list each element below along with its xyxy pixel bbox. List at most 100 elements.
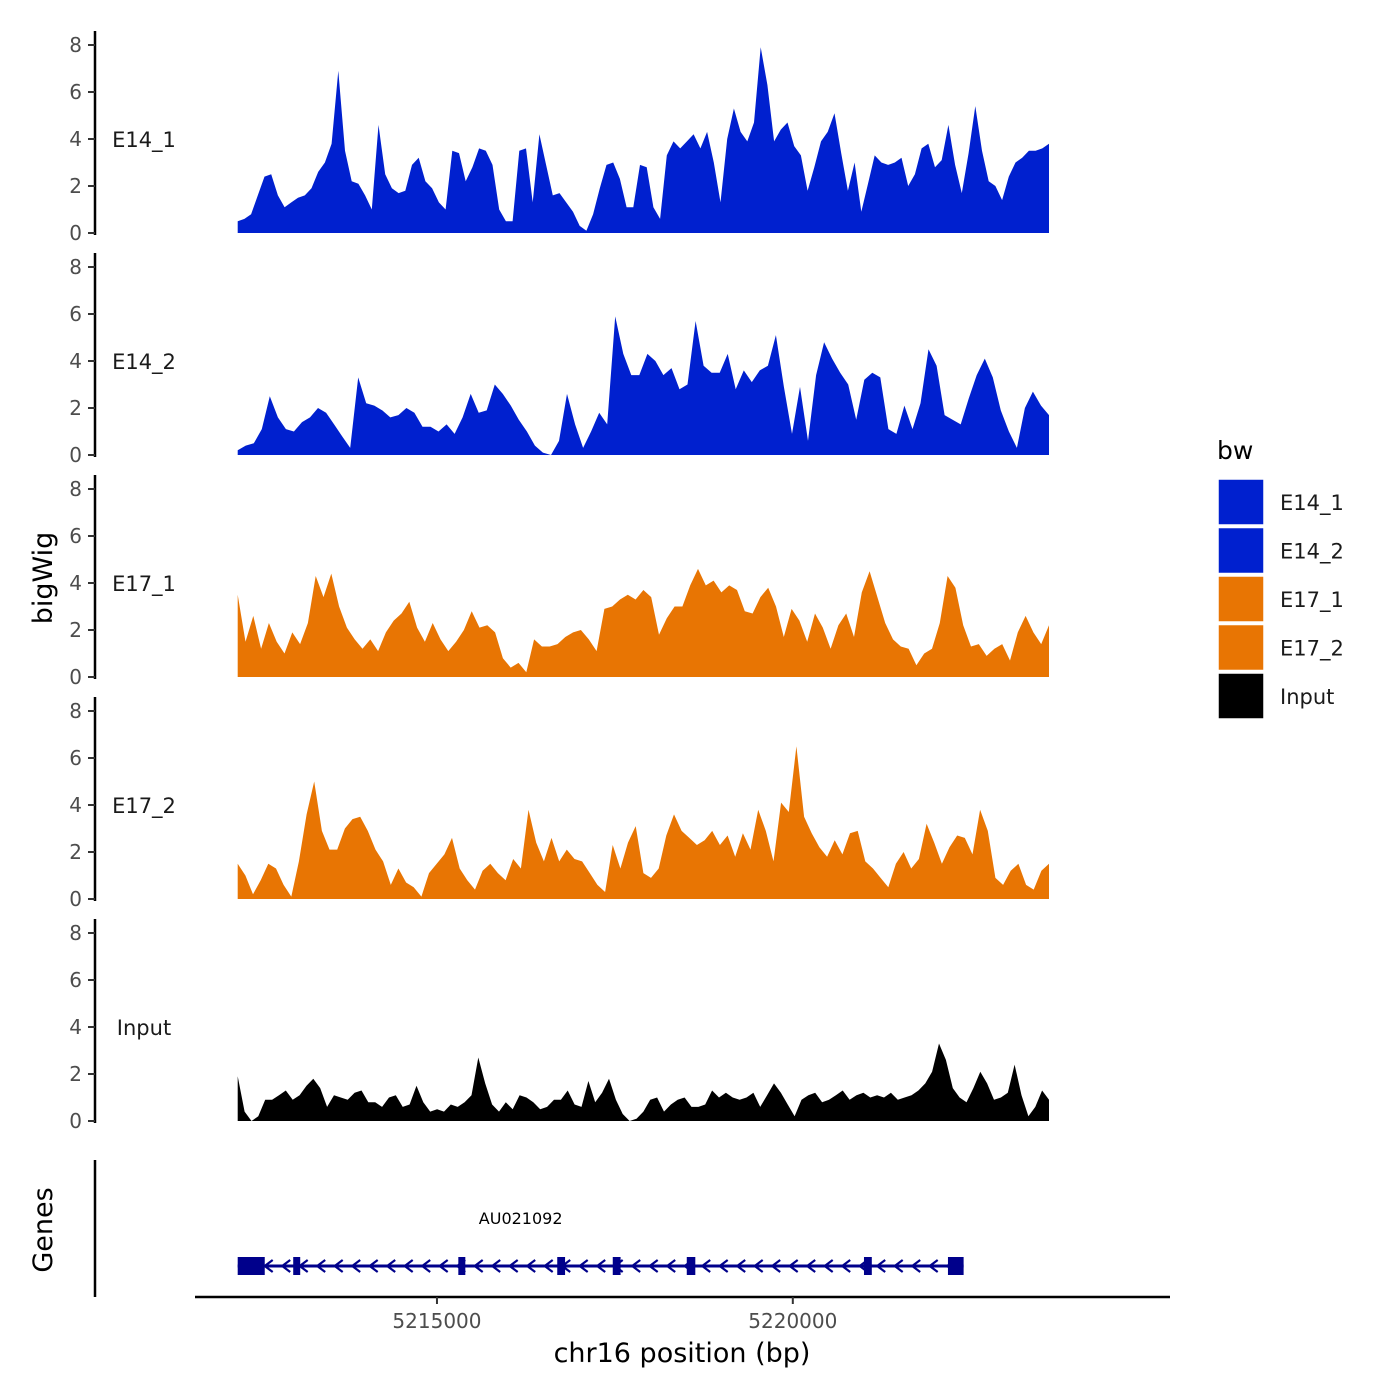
y-tick-label: 6 xyxy=(69,302,82,326)
exon xyxy=(947,1257,964,1275)
strand-arrow xyxy=(420,1259,431,1273)
strand-arrow xyxy=(367,1259,379,1273)
strand-arrow xyxy=(437,1259,449,1273)
strand-arrow xyxy=(910,1259,921,1273)
tracks: 0 2 4 6 8 E14_1 0 2 4 6 8 E14_2 0 2 4 6 8 E17_1 0 2 4 6 8 E17_2… xyxy=(69,31,1049,1133)
y-tick-label: 2 xyxy=(69,618,82,642)
strand-arrow xyxy=(332,1259,344,1273)
exon xyxy=(293,1257,301,1275)
y-tick-label: 0 xyxy=(69,443,82,467)
legend-label: E17_1 xyxy=(1280,588,1344,613)
track-input: 0 2 4 6 8 Input xyxy=(69,919,1049,1133)
y-axis-title: bigWig xyxy=(28,532,59,625)
strand-arrow xyxy=(927,1259,939,1273)
y-tick-label: 8 xyxy=(69,699,82,723)
strand-arrow xyxy=(735,1259,746,1273)
legend-item-e14-1: E14_1 xyxy=(1217,478,1344,526)
signal-area-e17-1 xyxy=(237,568,1049,677)
legend-title: bw xyxy=(1217,436,1253,465)
strand-arrow xyxy=(402,1259,414,1273)
strand-arrow xyxy=(490,1259,501,1273)
track-e17-2: 0 2 4 6 8 E17_2 xyxy=(69,697,1049,911)
y-tick-label: 6 xyxy=(69,968,82,992)
exon xyxy=(237,1257,265,1275)
strand-arrow xyxy=(717,1259,729,1273)
strand-arrow xyxy=(805,1259,816,1273)
strand-arrow xyxy=(472,1259,484,1273)
legend-item-e17-2: E17_2 xyxy=(1217,623,1344,672)
y-tick-label: 8 xyxy=(69,255,82,279)
y-tick-label: 6 xyxy=(69,524,82,548)
y-tick-label: 2 xyxy=(69,840,82,864)
legend-label: E14_1 xyxy=(1280,491,1344,516)
y-tick-label: 4 xyxy=(69,793,82,817)
strand-arrow xyxy=(280,1259,291,1273)
exon xyxy=(863,1257,872,1275)
legend-swatch xyxy=(1217,526,1265,575)
strand-arrow xyxy=(700,1259,711,1273)
strand-arrow xyxy=(525,1259,536,1273)
y-tick-label: 0 xyxy=(69,887,82,911)
y-tick-label: 4 xyxy=(69,127,82,151)
x-tick-label: 5220000 xyxy=(748,1309,837,1333)
gene-panel: AU021092 xyxy=(93,1160,964,1297)
exon xyxy=(458,1257,466,1275)
strand-arrow xyxy=(385,1259,396,1273)
strand-arrow xyxy=(875,1259,886,1273)
strand-arrow xyxy=(647,1259,659,1273)
y-tick-label: 4 xyxy=(69,1015,82,1039)
strand-arrow xyxy=(822,1259,834,1273)
strand-arrow xyxy=(770,1259,781,1273)
y-tick-label: 0 xyxy=(69,221,82,245)
track-e14-1: 0 2 4 6 8 E14_1 xyxy=(69,31,1049,245)
exon xyxy=(686,1257,696,1275)
track-e17-1: 0 2 4 6 8 E17_1 xyxy=(69,475,1049,689)
y-tick-label: 2 xyxy=(69,174,82,198)
strand-arrow xyxy=(752,1259,764,1273)
legend-label: E14_2 xyxy=(1280,540,1344,565)
legend-swatch xyxy=(1217,478,1265,526)
legend-label: Input xyxy=(1280,685,1334,709)
strand-arrow xyxy=(507,1259,519,1273)
strand-arrow xyxy=(892,1259,904,1273)
y-tick-label: 2 xyxy=(69,396,82,420)
gene-name-label: AU021092 xyxy=(479,1209,563,1228)
strand-arrow xyxy=(840,1259,851,1273)
legend-item-input: Input xyxy=(1217,672,1334,720)
strand-arrow xyxy=(665,1259,676,1273)
y-tick-label: 0 xyxy=(69,1109,82,1133)
strand-arrow xyxy=(787,1259,799,1273)
y-tick-label: 6 xyxy=(69,746,82,770)
legend-item-e17-1: E17_1 xyxy=(1217,575,1344,623)
y-tick-label: 4 xyxy=(69,349,82,373)
y-tick-label: 4 xyxy=(69,571,82,595)
strand-arrow xyxy=(350,1259,361,1273)
legend-swatch xyxy=(1217,623,1265,672)
track-label: E17_1 xyxy=(112,572,176,597)
signal-area-e17-2 xyxy=(237,746,1049,899)
signal-area-input xyxy=(237,1043,1049,1121)
track-label: E14_2 xyxy=(112,350,176,375)
strand-arrow xyxy=(595,1259,606,1273)
signal-area-e14-1 xyxy=(237,47,1049,233)
exon xyxy=(557,1257,566,1275)
x-tick-label: 5215000 xyxy=(392,1309,481,1333)
legend: bw E14_1 E14_2 E17_1 E17_2 Input xyxy=(1217,436,1344,720)
y-tick-label: 2 xyxy=(69,1062,82,1086)
track-label: E14_1 xyxy=(112,128,176,153)
strand-arrow xyxy=(315,1259,326,1273)
strand-arrow xyxy=(630,1259,641,1273)
y-tick-label: 6 xyxy=(69,80,82,104)
genes-panel-title: Genes xyxy=(28,1187,59,1272)
track-label: E17_2 xyxy=(112,794,176,819)
track-e14-2: 0 2 4 6 8 E14_2 xyxy=(69,253,1049,467)
y-tick-label: 0 xyxy=(69,665,82,689)
legend-swatch xyxy=(1217,575,1265,623)
x-axis-title: chr16 position (bp) xyxy=(554,1338,811,1369)
legend-swatch xyxy=(1217,672,1265,720)
legend-label: E17_2 xyxy=(1280,637,1344,662)
x-axis: 5215000 5220000 xyxy=(195,1295,1170,1333)
track-label: Input xyxy=(117,1016,171,1040)
signal-area-e14-2 xyxy=(237,316,1049,455)
